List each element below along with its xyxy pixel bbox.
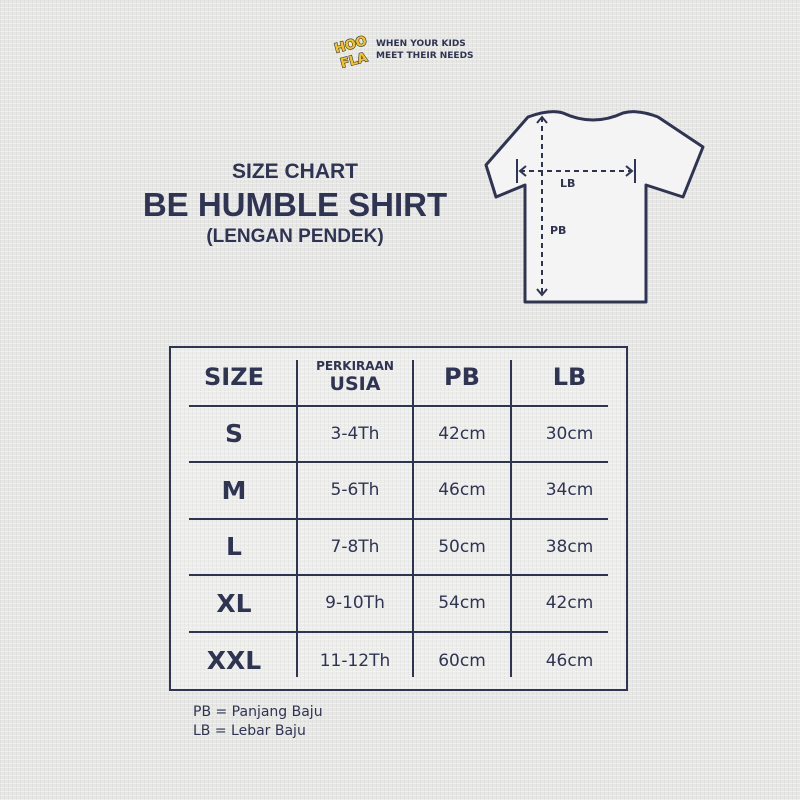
cell-lb: 34cm	[545, 480, 594, 500]
size-table: SIZE PERKIRAAN USIA PB LB S 3-4Th 42cm 30cm…	[169, 346, 628, 691]
product-title: BE HUMBLE SHIRT	[142, 186, 448, 223]
cell-pb: 46cm	[438, 480, 486, 500]
header-age-big: USIA	[329, 373, 381, 395]
cell-size: XL	[216, 588, 252, 618]
tagline-line1: WHEN YOUR KIDS	[376, 39, 466, 49]
header-lb: LB	[552, 363, 587, 391]
cell-age: 9-10Th	[325, 593, 385, 613]
cell-size: XXL	[206, 646, 262, 675]
cell-age: 11-12Th	[319, 650, 391, 671]
legend-lb: LB = Lebar Baju	[193, 723, 306, 739]
cell-lb: 42cm	[545, 593, 594, 613]
legend-pb: PB = Panjang Baju	[193, 704, 323, 720]
header-size: SIZE	[203, 363, 264, 391]
row-divider	[189, 461, 608, 463]
cell-lb: 38cm	[545, 536, 594, 557]
cell-age: 7-8Th	[330, 536, 380, 557]
cell-pb: 50cm	[438, 536, 486, 557]
brand-tagline: WHEN YOUR KIDS MEET THEIR NEEDS	[376, 38, 474, 62]
cell-size: S	[224, 419, 243, 448]
cell-lb: 30cm	[545, 423, 594, 444]
header-age: PERKIRAAN USIA	[297, 348, 413, 406]
cell-lb: 46cm	[545, 650, 594, 671]
pb-label: PB	[550, 224, 566, 237]
row-divider	[189, 631, 608, 633]
header-pb: PB	[444, 363, 480, 391]
cell-age: 3-4Th	[330, 423, 380, 444]
cell-pb: 42cm	[438, 423, 486, 444]
legend: PB = Panjang Baju LB = Lebar Baju	[193, 703, 323, 741]
cell-pb: 60cm	[438, 650, 486, 671]
cell-size: M	[221, 475, 247, 505]
product-subtitle: (LENGAN PENDEK)	[206, 226, 384, 247]
cell-size: L	[226, 532, 242, 561]
row-divider	[189, 405, 608, 407]
title-size-chart: SIZE CHART	[232, 160, 358, 183]
cell-age: 5-6Th	[330, 480, 380, 500]
row-divider	[189, 518, 608, 520]
tagline-line2: MEET THEIR NEEDS	[376, 51, 474, 61]
header-age-small: PERKIRAAN	[316, 359, 394, 373]
shirt-diagram: LB PB	[480, 105, 710, 314]
cell-pb: 54cm	[438, 593, 486, 613]
row-divider	[189, 574, 608, 576]
lb-label: LB	[560, 177, 575, 190]
brand-logo: HOO FLA	[330, 30, 372, 74]
